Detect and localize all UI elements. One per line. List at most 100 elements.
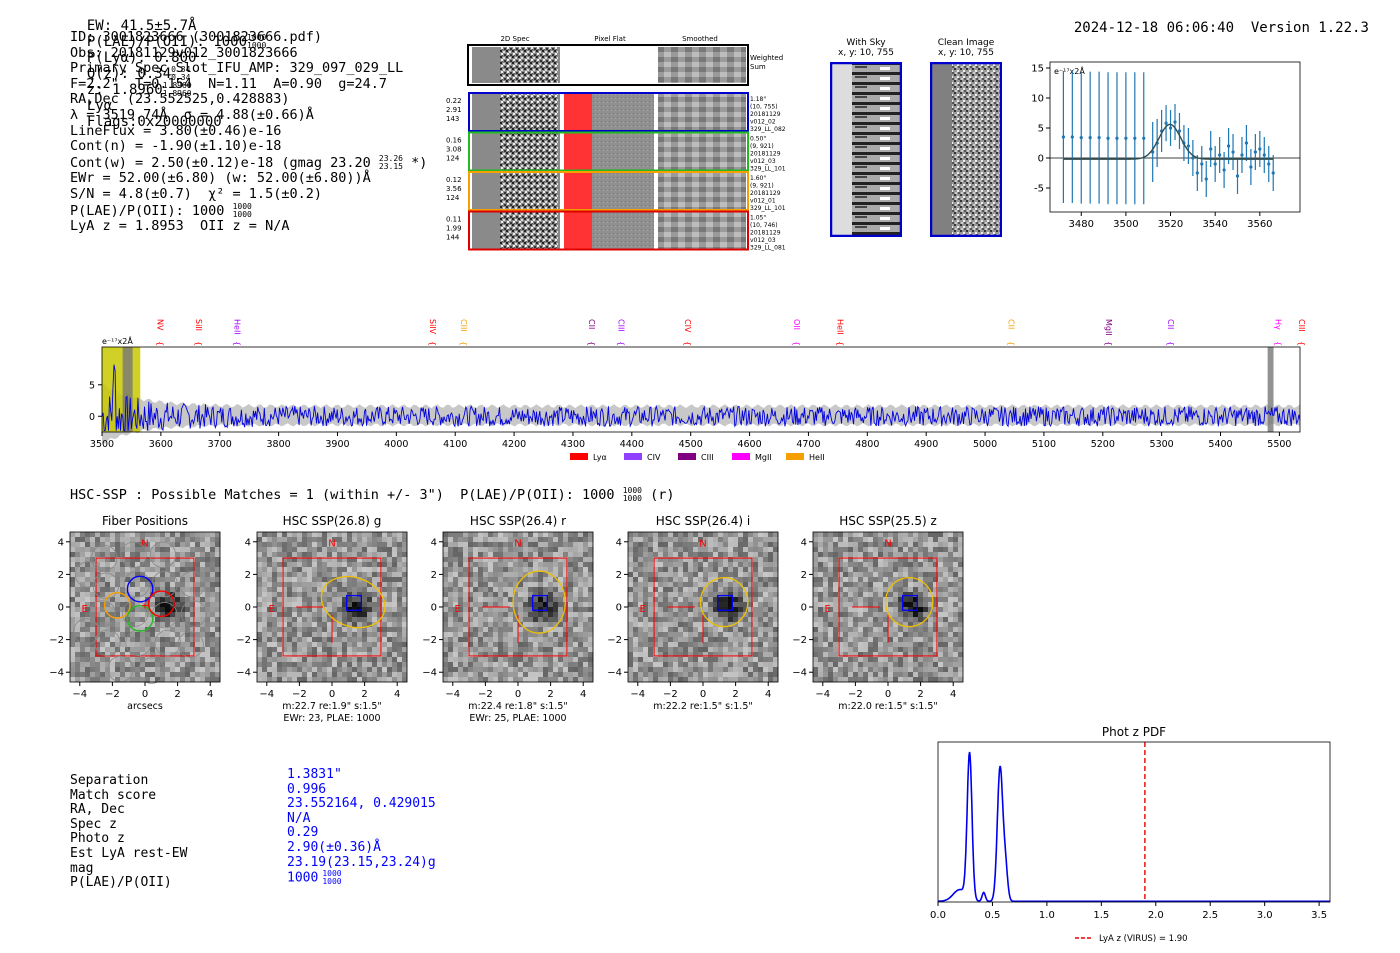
hsc-ytick-label: 4 xyxy=(431,537,437,548)
hsc-pixel xyxy=(95,637,101,643)
hsc-pixel xyxy=(638,677,644,683)
hsc-pixel xyxy=(908,652,914,658)
hsc-pixel xyxy=(105,677,111,683)
hsc-pixel xyxy=(583,572,589,578)
hsc-pixel xyxy=(272,547,278,553)
hsc-pixel xyxy=(312,547,318,553)
hsc-pixel xyxy=(120,577,126,583)
hsc-pixel xyxy=(833,602,839,608)
hsc-pixel xyxy=(698,637,704,643)
header-datetime: 2024-12-18 06:06:40 xyxy=(1073,20,1235,36)
hsc-pixel xyxy=(377,577,383,583)
fit-point xyxy=(1106,136,1110,140)
hsc-pixel xyxy=(205,567,211,573)
hsc-pixel xyxy=(853,562,859,568)
hsc-pixel xyxy=(352,627,358,633)
hsc-pixel xyxy=(205,632,211,638)
hsc-pixel xyxy=(120,642,126,648)
hsc-pixel xyxy=(332,642,338,648)
hsc-pixel xyxy=(898,642,904,648)
hsc-pixel xyxy=(948,637,954,643)
hsc-pixel xyxy=(483,617,489,623)
hsc-pixel xyxy=(277,657,283,663)
hsc-pixel xyxy=(105,672,111,678)
hsc-pixel xyxy=(698,672,704,678)
hsc-pixel xyxy=(868,562,874,568)
hsc-pixel xyxy=(678,537,684,543)
hsc-pixel xyxy=(718,622,724,628)
hsc-pixel xyxy=(703,587,709,593)
hsc-pixel xyxy=(833,657,839,663)
hsc-pixel xyxy=(903,602,909,608)
cutout-col-smoothed: Smoothed xyxy=(682,35,718,43)
hsc-pixel xyxy=(105,647,111,653)
hsc-pixel xyxy=(155,562,161,568)
hsc-pixel xyxy=(518,602,524,608)
hsc-pixel xyxy=(883,642,889,648)
hsc-pixel xyxy=(553,577,559,583)
hsc-pixel xyxy=(392,627,398,633)
hsc-pixel xyxy=(362,667,368,673)
hsc-pixel xyxy=(958,567,964,573)
hsc-pixel xyxy=(653,567,659,573)
hsc-pixel xyxy=(165,582,171,588)
hsc-pixel xyxy=(938,537,944,543)
hsc-pixel xyxy=(488,677,494,683)
hsc-pixel xyxy=(683,662,689,668)
hsc-pixel xyxy=(528,662,534,668)
hsc-pixel xyxy=(473,637,479,643)
hsc-pixel xyxy=(903,617,909,623)
hsc-pixel xyxy=(75,622,81,628)
hsc-pixel xyxy=(70,567,76,573)
hsc-pixel xyxy=(85,672,91,678)
hsc-pixel xyxy=(673,622,679,628)
hsc-pixel xyxy=(165,607,171,613)
hsc-pixel xyxy=(643,612,649,618)
hsc-pixel xyxy=(267,642,273,648)
hsc-pixel xyxy=(215,637,221,643)
hsc-pixel xyxy=(558,532,564,538)
hsc-pixel xyxy=(287,582,293,588)
hsc-pixel xyxy=(653,607,659,613)
hsc-pixel xyxy=(743,532,749,538)
hsc-pixel xyxy=(523,607,529,613)
hsc-pixel xyxy=(638,622,644,628)
hsc-pixel xyxy=(628,672,634,678)
hsc-pixel xyxy=(893,632,899,638)
hsc-pixel xyxy=(402,577,408,583)
cutout-pixelflat-mask xyxy=(564,94,592,130)
hsc-pixel xyxy=(663,657,669,663)
hsc-pixel xyxy=(948,592,954,598)
hsc-pixel xyxy=(708,537,714,543)
hsc-pixel xyxy=(693,547,699,553)
hsc-pixel xyxy=(838,562,844,568)
hsc-pixel xyxy=(698,572,704,578)
hsc-pixel xyxy=(713,607,719,613)
hsc-pixel xyxy=(493,557,499,563)
info-ewr: EWr = 52.00(±6.80) (w: 52.00(±6.80))Å xyxy=(70,170,371,187)
hsc-pixel xyxy=(943,597,949,603)
hsc-pixel xyxy=(813,667,819,673)
hsc-pixel xyxy=(175,557,181,563)
hsc-pixel xyxy=(135,642,141,648)
hsc-pixel xyxy=(903,567,909,573)
hsc-pixel xyxy=(893,597,899,603)
hsc-pixel xyxy=(210,552,216,558)
hsc-pixel xyxy=(282,667,288,673)
hsc-pixel xyxy=(828,587,834,593)
hsc-pixel xyxy=(402,562,408,568)
hsc-pixel xyxy=(938,607,944,613)
hsc-pixel xyxy=(543,647,549,653)
hsc-pixel xyxy=(392,637,398,643)
hsc-pixel xyxy=(115,662,121,668)
hsc-pixel xyxy=(267,567,273,573)
hsc-pixel xyxy=(190,567,196,573)
hsc-pixel xyxy=(948,532,954,538)
hsc-pixel xyxy=(105,617,111,623)
hsc-pixel xyxy=(663,677,669,683)
hsc-pixel xyxy=(180,627,186,633)
hsc-pixel xyxy=(573,652,579,658)
hsc-pixel xyxy=(135,532,141,538)
hsc-pixel xyxy=(673,627,679,633)
hsc-pixel xyxy=(70,637,76,643)
